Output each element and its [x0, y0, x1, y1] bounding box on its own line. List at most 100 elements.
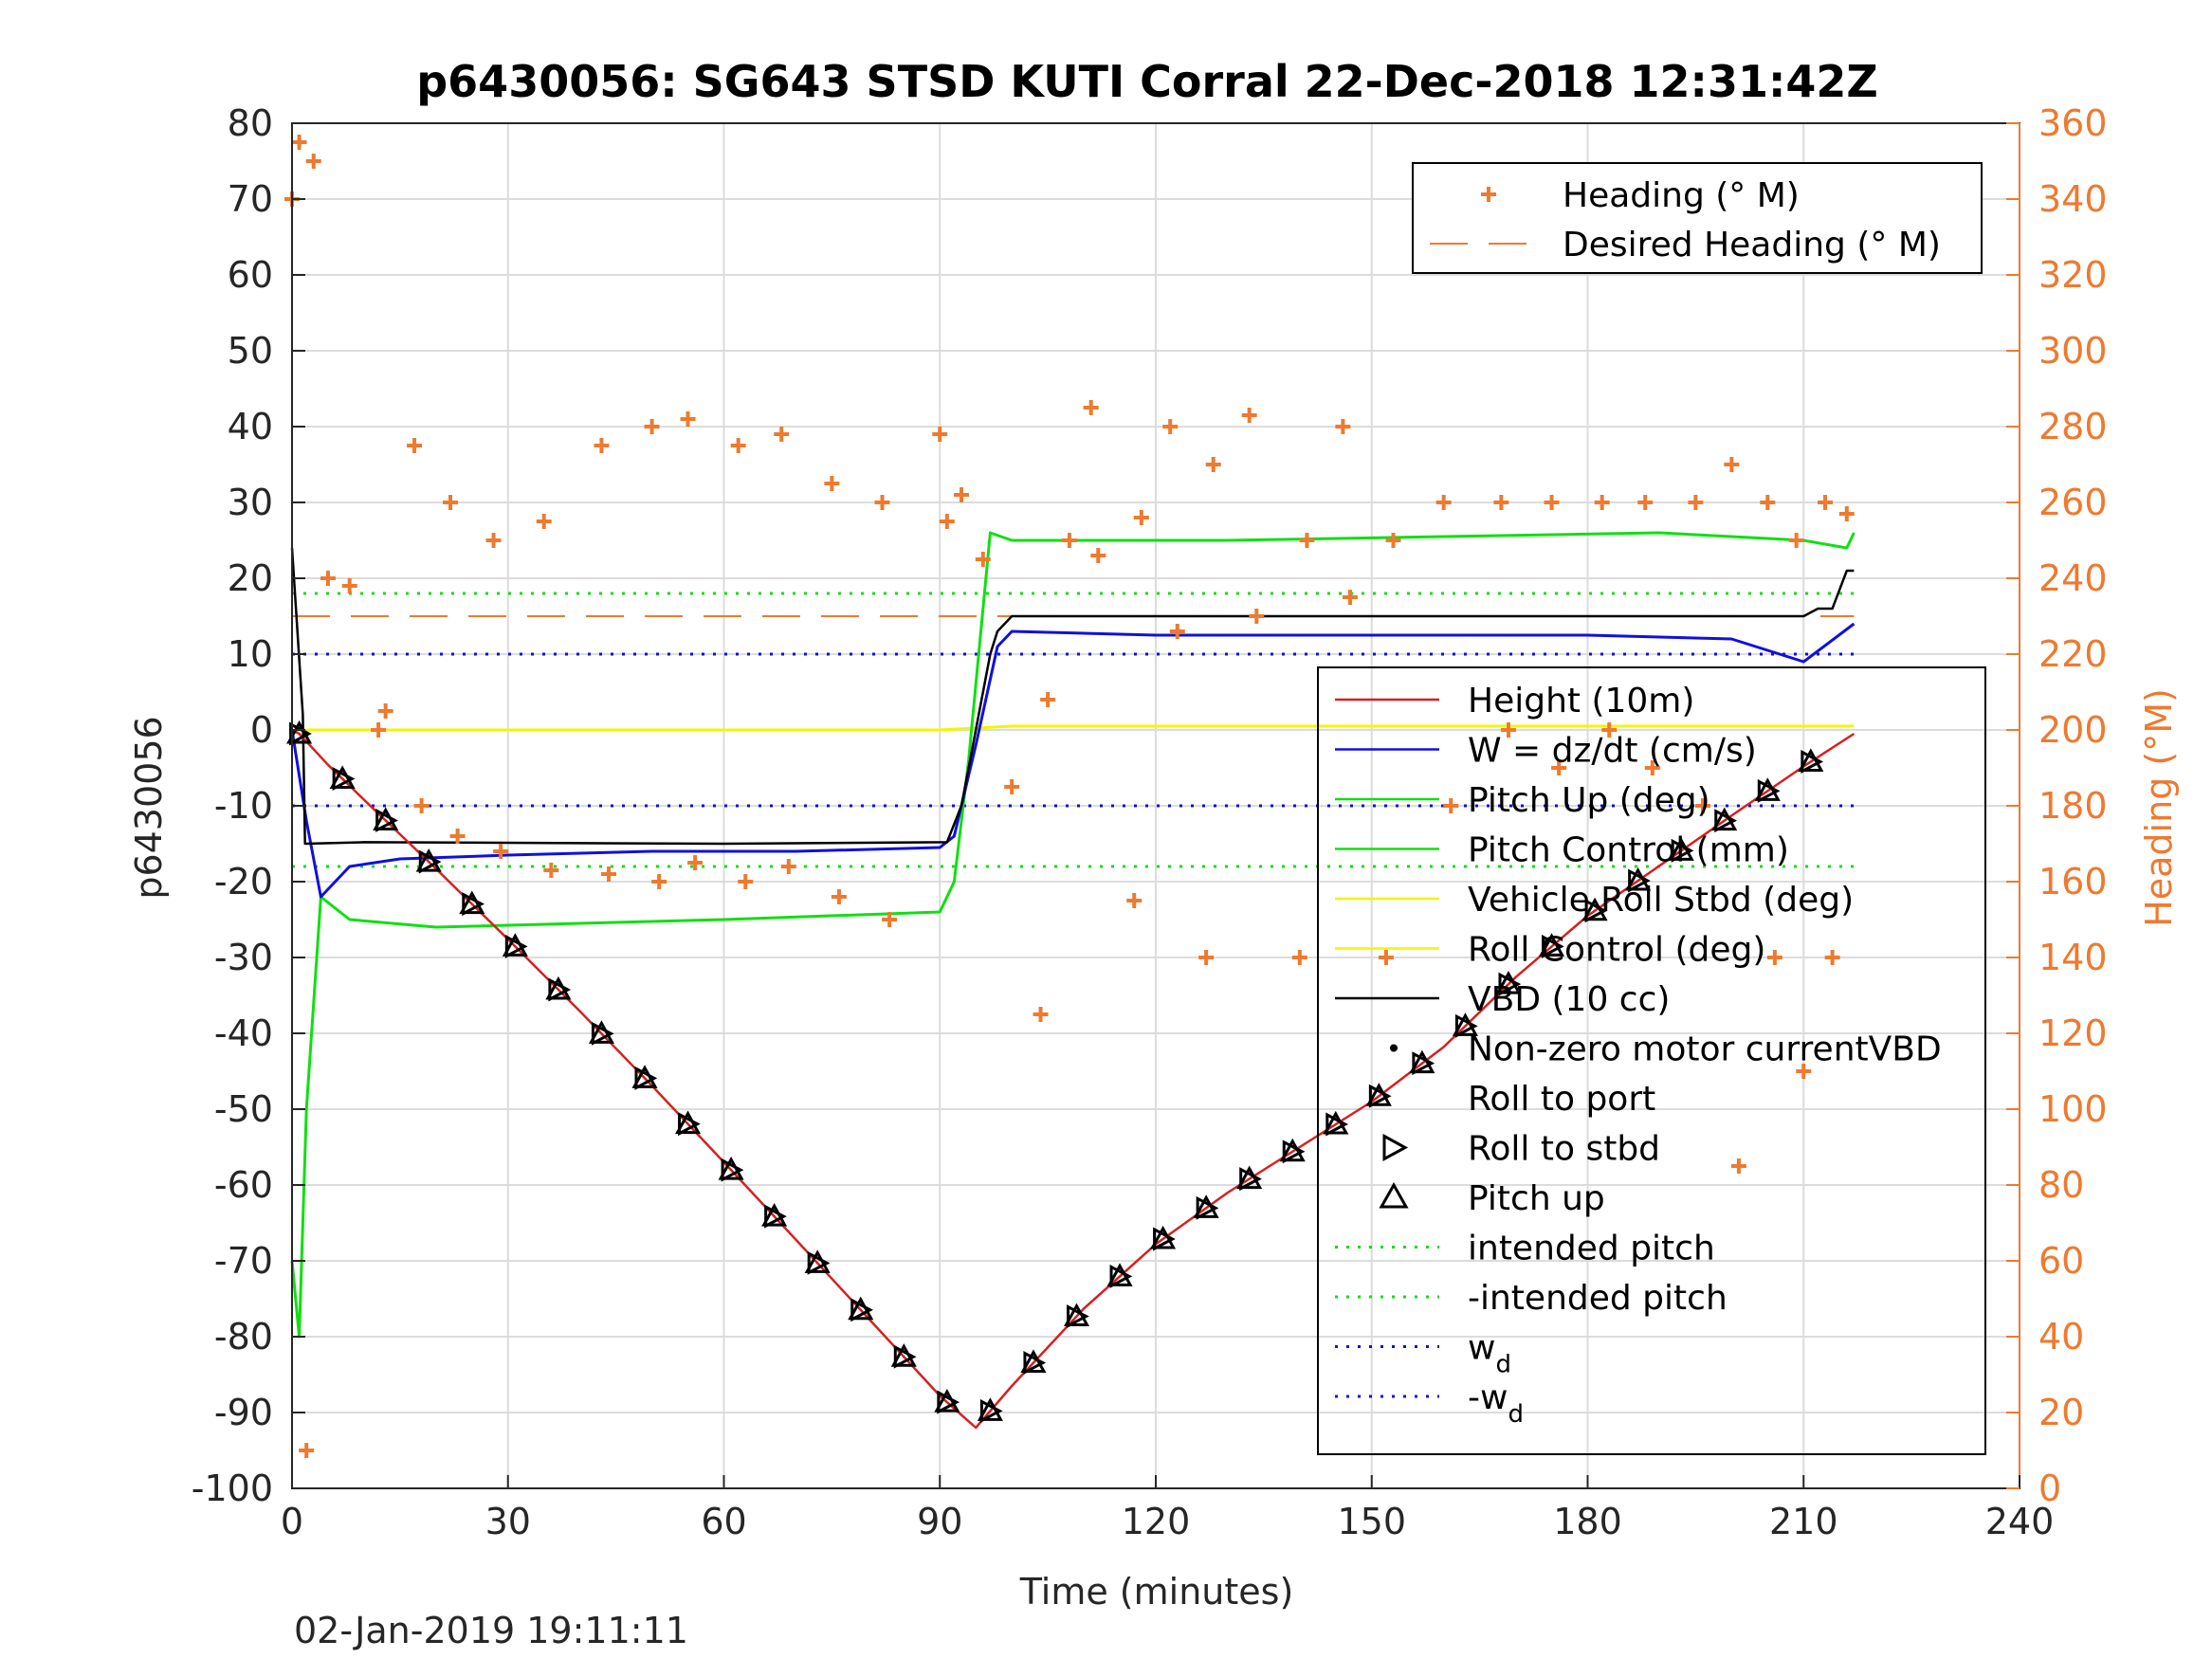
- roll-stbd-marker: [504, 934, 528, 958]
- y-right-tick-label: 280: [2038, 406, 2108, 447]
- pitch-up-marker: [848, 1296, 874, 1321]
- heading-point: [651, 874, 667, 889]
- series-line: [290, 622, 1856, 899]
- heading-point: [939, 514, 955, 529]
- heading-point: [824, 476, 840, 491]
- series-line: [290, 547, 1855, 846]
- heading-point: [1040, 692, 1056, 707]
- y-tick-label: 30: [228, 482, 273, 523]
- legend-entry: Desired Heading (° M): [1563, 226, 1941, 264]
- heading-point: [543, 863, 559, 878]
- heading-point: [413, 798, 430, 813]
- legend-entry: W = dz/dt (cm/s): [1468, 732, 1757, 771]
- pitch-up-marker: [1711, 807, 1738, 831]
- x-tick-label: 120: [1122, 1501, 1191, 1542]
- roll-stbd-marker: [1066, 1304, 1089, 1329]
- y-tick-label: -70: [214, 1240, 273, 1282]
- heading-point: [1169, 624, 1185, 639]
- pitch-up-marker: [1798, 748, 1824, 772]
- y-tick-label: -60: [214, 1164, 273, 1206]
- heading-point: [1724, 457, 1740, 472]
- heading-point: [780, 859, 796, 874]
- heading-point: [1760, 495, 1776, 510]
- roll-stbd-marker: [1498, 972, 1522, 996]
- roll-stbd-marker: [418, 849, 442, 874]
- y-right-tick-label: 220: [2038, 633, 2108, 675]
- y-right-tick-labels: 3603403203002802602402202001801601401201…: [2038, 102, 2108, 1509]
- x-tick-label: 210: [1769, 1501, 1838, 1542]
- legend-entry: VBD (10 cc): [1468, 980, 1670, 1019]
- pitch-up-marker: [1365, 1083, 1392, 1106]
- heading-point: [1551, 760, 1567, 775]
- y-right-axis-label: Heading (°M): [2138, 688, 2180, 927]
- pitch-up-marker: [1020, 1349, 1047, 1374]
- heading-point: [1061, 533, 1077, 548]
- heading-point: [320, 571, 336, 586]
- x-tick-labels: 0 30 60 90 120 150 180 210 240: [281, 1501, 2054, 1542]
- pitch-up-marker: [1452, 1012, 1478, 1036]
- roll-stbd-marker: [807, 1250, 831, 1275]
- pitch-up-marker: [804, 1249, 831, 1273]
- heading-point: [1241, 408, 1257, 423]
- roll-stbd-marker: [634, 1066, 658, 1090]
- roll-stbd-marker: [979, 1398, 1003, 1423]
- legend-swatch: [1481, 187, 1496, 202]
- heading-point: [594, 438, 610, 453]
- roll-stbd-marker: [462, 892, 485, 917]
- roll-stbd-marker: [1325, 1112, 1349, 1137]
- heading-point: [493, 844, 509, 859]
- pitch-up-marker: [1193, 1194, 1219, 1218]
- legend-swatch: [1382, 1133, 1409, 1162]
- heading-point: [1688, 495, 1704, 510]
- y-right-tick-label: 260: [2038, 482, 2108, 523]
- roll-stbd-marker: [1196, 1195, 1219, 1220]
- heading-point: [1601, 722, 1618, 738]
- heading-point: [954, 487, 970, 502]
- y-tick-label: 70: [228, 178, 273, 220]
- pitch-up-marker: [1539, 933, 1565, 957]
- roll-stbd-marker: [1454, 1013, 1478, 1038]
- pitch-up-marker: [286, 720, 313, 744]
- pitch-up-marker: [1323, 1110, 1349, 1135]
- pitch-up-marker: [1668, 837, 1694, 861]
- heading-point: [738, 874, 754, 889]
- heading-point: [1594, 495, 1610, 510]
- heading-point: [1824, 950, 1840, 965]
- y-right-tick-label: 20: [2038, 1392, 2084, 1433]
- roll-stbd-marker: [850, 1298, 873, 1322]
- roll-stbd-marker: [1368, 1084, 1392, 1108]
- roll-stbd-marker: [1714, 809, 1737, 833]
- heading-point: [774, 427, 790, 442]
- y-right-tick-label: 320: [2038, 254, 2108, 296]
- y-tick-label: 80: [228, 102, 273, 144]
- roll-stbd-marker: [1801, 750, 1824, 774]
- y-right-tick-label: 140: [2038, 937, 2108, 978]
- x-tick-label: 60: [701, 1501, 746, 1542]
- y-tick-label: 10: [228, 633, 273, 675]
- y-tick-label: 0: [250, 709, 273, 751]
- axes: [291, 122, 2020, 1489]
- y-right-tick-label: 240: [2038, 557, 2108, 599]
- roll-stbd-marker: [937, 1390, 960, 1414]
- y-right-tick-label: 0: [2038, 1468, 2061, 1509]
- heading-point: [1004, 779, 1020, 794]
- pitch-up-marker: [329, 765, 356, 790]
- y-tick-label: 50: [228, 330, 273, 372]
- chart-title: p6430056: SG643 STSD KUTI Corral 22-Dec-…: [416, 56, 1877, 107]
- roll-stbd-marker: [893, 1344, 917, 1369]
- y-tick-label: -80: [214, 1316, 273, 1358]
- roll-stbd-marker: [1542, 934, 1564, 958]
- heading-point: [341, 578, 357, 593]
- roll-stbd-marker: [1282, 1139, 1306, 1164]
- roll-stbd-marker: [1584, 899, 1608, 923]
- legend-heading: Heading (° M) Desired Heading (° M): [1412, 162, 1983, 274]
- roll-stbd-marker: [1023, 1351, 1047, 1376]
- y-right-tick-label: 100: [2038, 1088, 2108, 1130]
- legend-entry: Pitch up: [1468, 1179, 1605, 1218]
- pitch-up-marker: [373, 807, 399, 830]
- y-right-tick-label: 180: [2038, 785, 2108, 827]
- x-tick-label: 90: [917, 1501, 962, 1542]
- heading-point: [932, 427, 948, 442]
- pitch-up-marker: [1495, 971, 1522, 994]
- pitch-up-marker: [1106, 1263, 1133, 1286]
